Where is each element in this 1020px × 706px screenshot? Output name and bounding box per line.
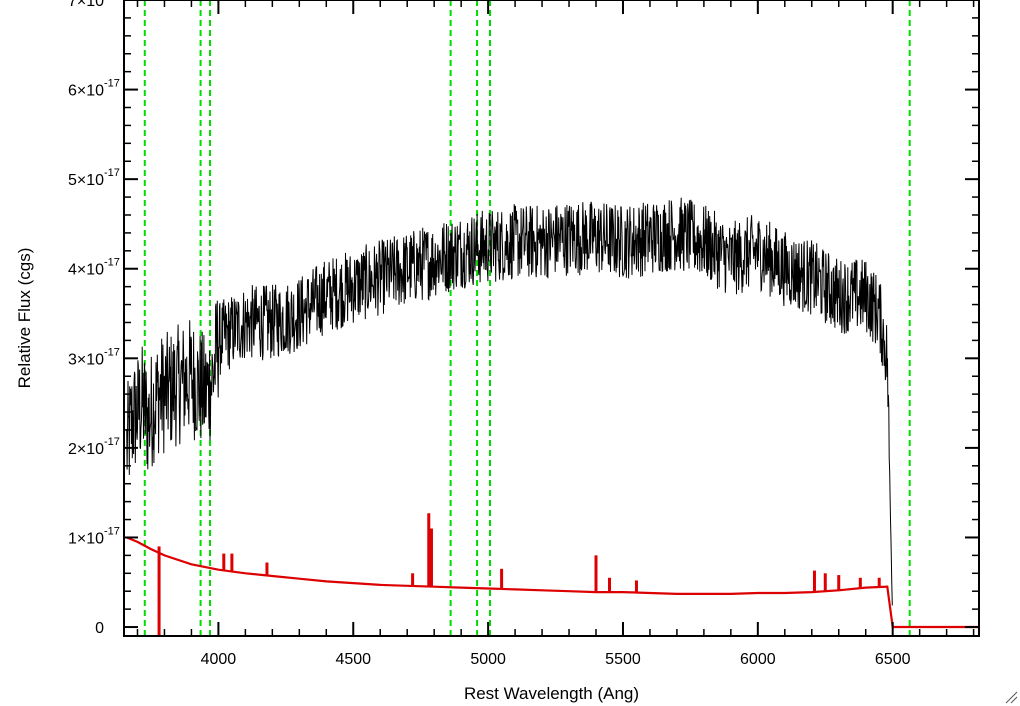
- y-tick-label-1: 1×10: [68, 530, 104, 547]
- y-tick-label-7: 7×10: [68, 0, 104, 10]
- y-tick-exponent-6: -17: [104, 78, 120, 90]
- x-tick-label-5: 6500: [875, 651, 911, 668]
- y-tick-exponent-1: -17: [104, 525, 120, 537]
- y-tick-label-0: 0: [95, 620, 104, 637]
- y-tick-exponent-5: -17: [104, 167, 120, 179]
- x-tick-label-1: 4500: [335, 651, 371, 668]
- x-tick-labels: 4000 4500 5000 5500 6000 6500: [201, 651, 911, 668]
- y-tick-exponent-2: -17: [104, 436, 120, 448]
- emission-line-markers: [143, 0, 911, 636]
- y-tick-label-4: 4×10: [68, 262, 104, 279]
- x-axis-title: Rest Wavelength (Ang): [464, 684, 639, 703]
- y-tick-labels: 01×10 -172×10 -173×10 -174×10 -175×10 -176×10…: [68, 0, 120, 637]
- axis-ticks: [124, 0, 979, 636]
- y-tick-label-2: 2×10: [68, 441, 104, 458]
- series-1-line: [126, 536, 979, 629]
- x-tick-label-4: 6000: [740, 651, 776, 668]
- y-tick-exponent-4: -17: [104, 257, 120, 269]
- x-tick-label-0: 4000: [201, 651, 237, 668]
- y-tick-label-6: 6×10: [68, 83, 104, 100]
- series-0-line: [126, 197, 893, 606]
- y-tick-exponent-3: -17: [104, 346, 120, 358]
- y-axis-title: Relative Flux (cgs): [15, 248, 34, 389]
- resize-grip-icon: [1005, 691, 1018, 704]
- y-tick-label-3: 3×10: [68, 351, 104, 368]
- y-tick-label-5: 5×10: [68, 172, 104, 189]
- x-tick-label-3: 5500: [605, 651, 641, 668]
- spectrum-series: [126, 197, 979, 636]
- plot-frame: [123, 0, 980, 637]
- x-tick-label-2: 5000: [470, 651, 506, 668]
